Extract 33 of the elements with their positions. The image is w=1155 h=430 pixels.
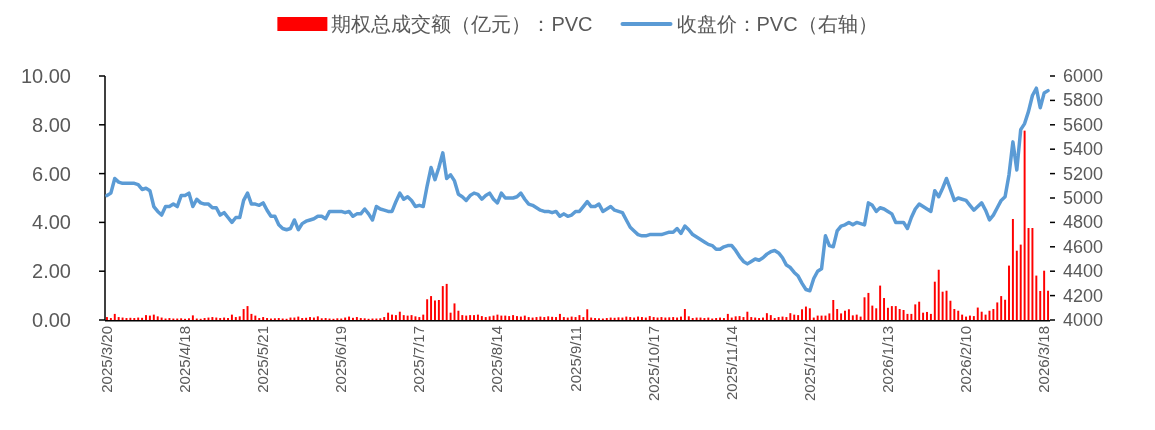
y2-tick-label: 5400 [1063,139,1104,160]
y2-tick-label: 5600 [1063,114,1104,135]
x-tick-label: 2025/3/20 [97,326,115,393]
y2-tick-label: 5200 [1063,163,1104,184]
y2-tick-label: 4600 [1063,236,1104,257]
x-tick-label: 2025/11/14 [722,326,740,400]
y2-tick-label: 4800 [1063,212,1104,233]
line-series [105,86,1050,293]
x-tick-label: 2025/12/12 [800,326,818,402]
y2-tick-label: 4200 [1063,285,1104,306]
y2-tick-label: 4000 [1063,310,1104,330]
x-tick-label: 2025/10/17 [644,326,662,402]
y2-tick-label: 6000 [1063,66,1104,86]
y2-tick-label: 5000 [1063,188,1104,208]
x-tick-label: 2025/4/18 [176,326,194,393]
x-tick-label: 2026/1/13 [878,326,896,393]
y2-tick-label: 5800 [1063,90,1104,111]
x-tick-label: 2025/8/14 [488,326,506,393]
y2-tick-label: 4400 [1063,261,1104,282]
legend-label: 期权总成交额（亿元）：PVC [331,13,593,35]
x-tick-label: 2025/6/19 [332,326,350,393]
y-tick-label: 6.00 [32,162,71,185]
y-tick-label: 4.00 [32,211,71,234]
x-tick-label: 2025/9/11 [566,326,584,392]
y-tick-label: 0.00 [32,309,71,331]
legend-label: 收盘价：PVC（右轴） [676,13,878,35]
x-tick-label: 2026/2/10 [957,326,975,393]
y-tick-label: 8.00 [32,113,71,136]
x-tick-label: 2026/3/18 [1035,326,1053,393]
x-tick-label: 2025/7/17 [410,326,428,393]
y-tick-label: 10.00 [20,65,71,87]
y-tick-label: 2.00 [32,260,71,283]
x-tick-label: 2025/5/21 [254,326,272,393]
